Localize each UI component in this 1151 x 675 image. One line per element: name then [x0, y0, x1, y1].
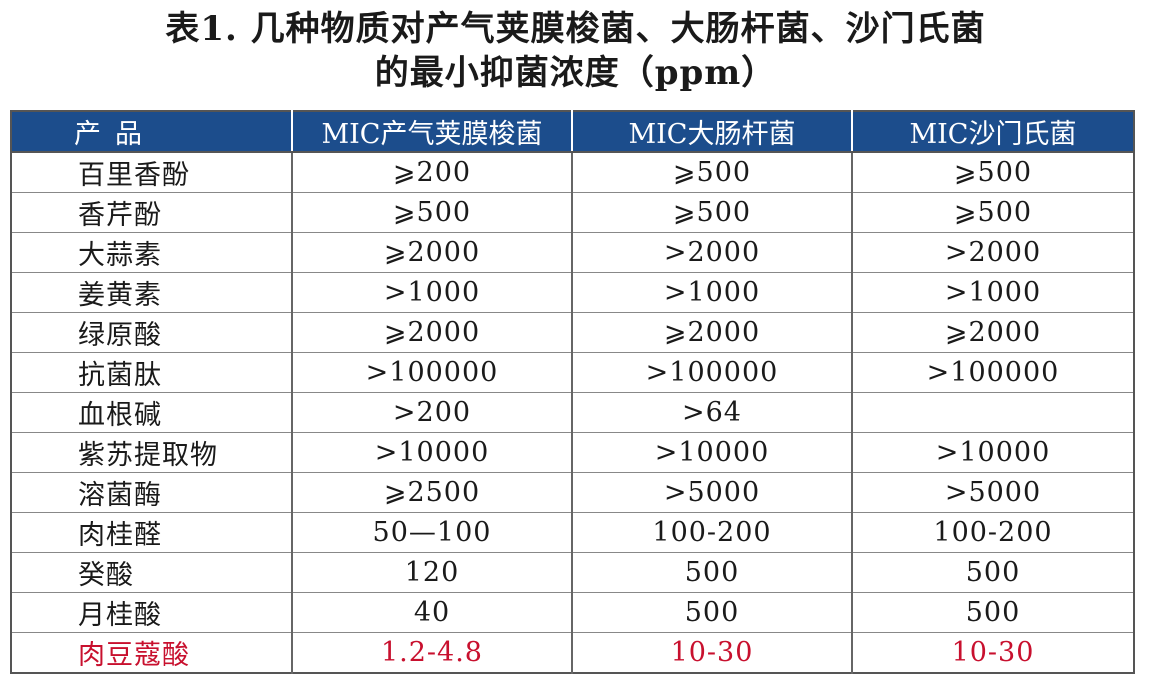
- mic-cell: ⩾200: [292, 152, 573, 193]
- product-cell: 姜黄素: [11, 272, 293, 313]
- mic-cell: 100-200: [852, 512, 1134, 553]
- mic-cell: 10-30: [852, 632, 1134, 674]
- header-product: 产品: [11, 111, 293, 153]
- table-header-row: 产品 MIC产气荚膜梭菌 MIC大肠杆菌 MIC沙门氏菌: [11, 111, 1134, 153]
- table-row: 抗菌肽 >100000 >100000 >100000: [11, 352, 1134, 393]
- table-row: 月桂酸 40 500 500: [11, 592, 1134, 633]
- mic-cell: ⩾500: [852, 192, 1134, 233]
- mic-cell: ⩾2000: [292, 232, 573, 273]
- table-row: 绿原酸 ⩾2000 ⩾2000 ⩾2000: [11, 312, 1134, 353]
- mic-cell: 100-200: [572, 512, 853, 553]
- product-cell: 紫苏提取物: [11, 432, 293, 473]
- mic-cell: ⩾2500: [292, 472, 573, 513]
- mic-cell: >100000: [572, 352, 853, 393]
- table-row: 溶菌酶 ⩾2500 >5000 >5000: [11, 472, 1134, 513]
- table-row: 癸酸 120 500 500: [11, 552, 1134, 593]
- mic-cell: 1.2-4.8: [292, 632, 573, 674]
- product-cell: 百里香酚: [11, 152, 293, 193]
- product-cell: 癸酸: [11, 552, 293, 593]
- product-cell: 月桂酸: [11, 592, 293, 633]
- mic-cell: >100000: [852, 352, 1134, 393]
- product-cell: 大蒜素: [11, 232, 293, 273]
- mic-cell: ⩾500: [852, 152, 1134, 193]
- mic-cell: 40: [292, 592, 573, 633]
- product-cell: 绿原酸: [11, 312, 293, 353]
- mic-cell: >100000: [292, 352, 573, 393]
- mic-cell: 500: [572, 552, 853, 593]
- mic-cell: >5000: [852, 472, 1134, 513]
- mic-cell: ⩾500: [572, 192, 853, 233]
- product-cell: 溶菌酶: [11, 472, 293, 513]
- product-cell: 香芹酚: [11, 192, 293, 233]
- mic-cell: ⩾500: [292, 192, 573, 233]
- mic-cell: >10000: [852, 432, 1134, 473]
- table-title-line-2: 的最小抑菌浓度（ppm）: [374, 53, 777, 93]
- mic-cell: 500: [852, 592, 1134, 633]
- product-cell: 肉桂醛: [11, 512, 293, 553]
- mic-cell: >1000: [852, 272, 1134, 313]
- product-cell: 血根碱: [11, 392, 293, 433]
- mic-cell: >2000: [572, 232, 853, 273]
- mic-cell: ⩾2000: [292, 312, 573, 353]
- mic-cell: ⩾2000: [852, 312, 1134, 353]
- product-cell: 肉豆蔻酸: [11, 632, 293, 674]
- table-row: 香芹酚 ⩾500 ⩾500 ⩾500: [11, 192, 1134, 233]
- mic-cell: >1000: [292, 272, 573, 313]
- mic-cell: >5000: [572, 472, 853, 513]
- mic-cell: ⩾2000: [572, 312, 853, 353]
- mic-cell: ⩾500: [572, 152, 853, 193]
- mic-cell: >200: [292, 392, 573, 433]
- mic-cell: >10000: [572, 432, 853, 473]
- mic-cell: 10-30: [572, 632, 853, 674]
- mic-cell: >2000: [852, 232, 1134, 273]
- table-row: 血根碱 >200 >64: [11, 392, 1134, 433]
- table-row: 姜黄素 >1000 >1000 >1000: [11, 272, 1134, 313]
- mic-cell: >64: [572, 392, 853, 433]
- table-row-highlighted: 肉豆蔻酸 1.2-4.8 10-30 10-30: [11, 632, 1134, 674]
- table-row: 百里香酚 ⩾200 ⩾500 ⩾500: [11, 152, 1134, 193]
- table-row: 肉桂醛 50—100 100-200 100-200: [11, 512, 1134, 553]
- mic-cell: 500: [572, 592, 853, 633]
- mic-cell: 500: [852, 552, 1134, 593]
- product-cell: 抗菌肽: [11, 352, 293, 393]
- header-mic-salmonella: MIC沙门氏菌: [851, 111, 1134, 153]
- mic-cell: >10000: [292, 432, 573, 473]
- mic-cell: 120: [292, 552, 573, 593]
- mic-cell: [852, 392, 1134, 433]
- header-mic-clostridium: MIC产气荚膜梭菌: [291, 111, 573, 153]
- table-row: 大蒜素 ⩾2000 >2000 >2000: [11, 232, 1134, 273]
- mic-table: 产品 MIC产气荚膜梭菌 MIC大肠杆菌 MIC沙门氏菌 百里香酚 ⩾200 ⩾…: [10, 110, 1135, 674]
- header-mic-ecoli: MIC大肠杆菌: [571, 111, 853, 153]
- mic-cell: 50—100: [292, 512, 573, 553]
- mic-cell: >1000: [572, 272, 853, 313]
- table-title-line-1: 表1. 几种物质对产气荚膜梭菌、大肠杆菌、沙门氏菌: [165, 9, 986, 49]
- table-row: 紫苏提取物 >10000 >10000 >10000: [11, 432, 1134, 473]
